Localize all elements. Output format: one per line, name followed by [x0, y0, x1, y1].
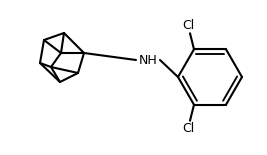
Text: NH: NH	[139, 53, 157, 66]
Text: Cl: Cl	[182, 19, 194, 32]
Text: Cl: Cl	[182, 122, 194, 135]
